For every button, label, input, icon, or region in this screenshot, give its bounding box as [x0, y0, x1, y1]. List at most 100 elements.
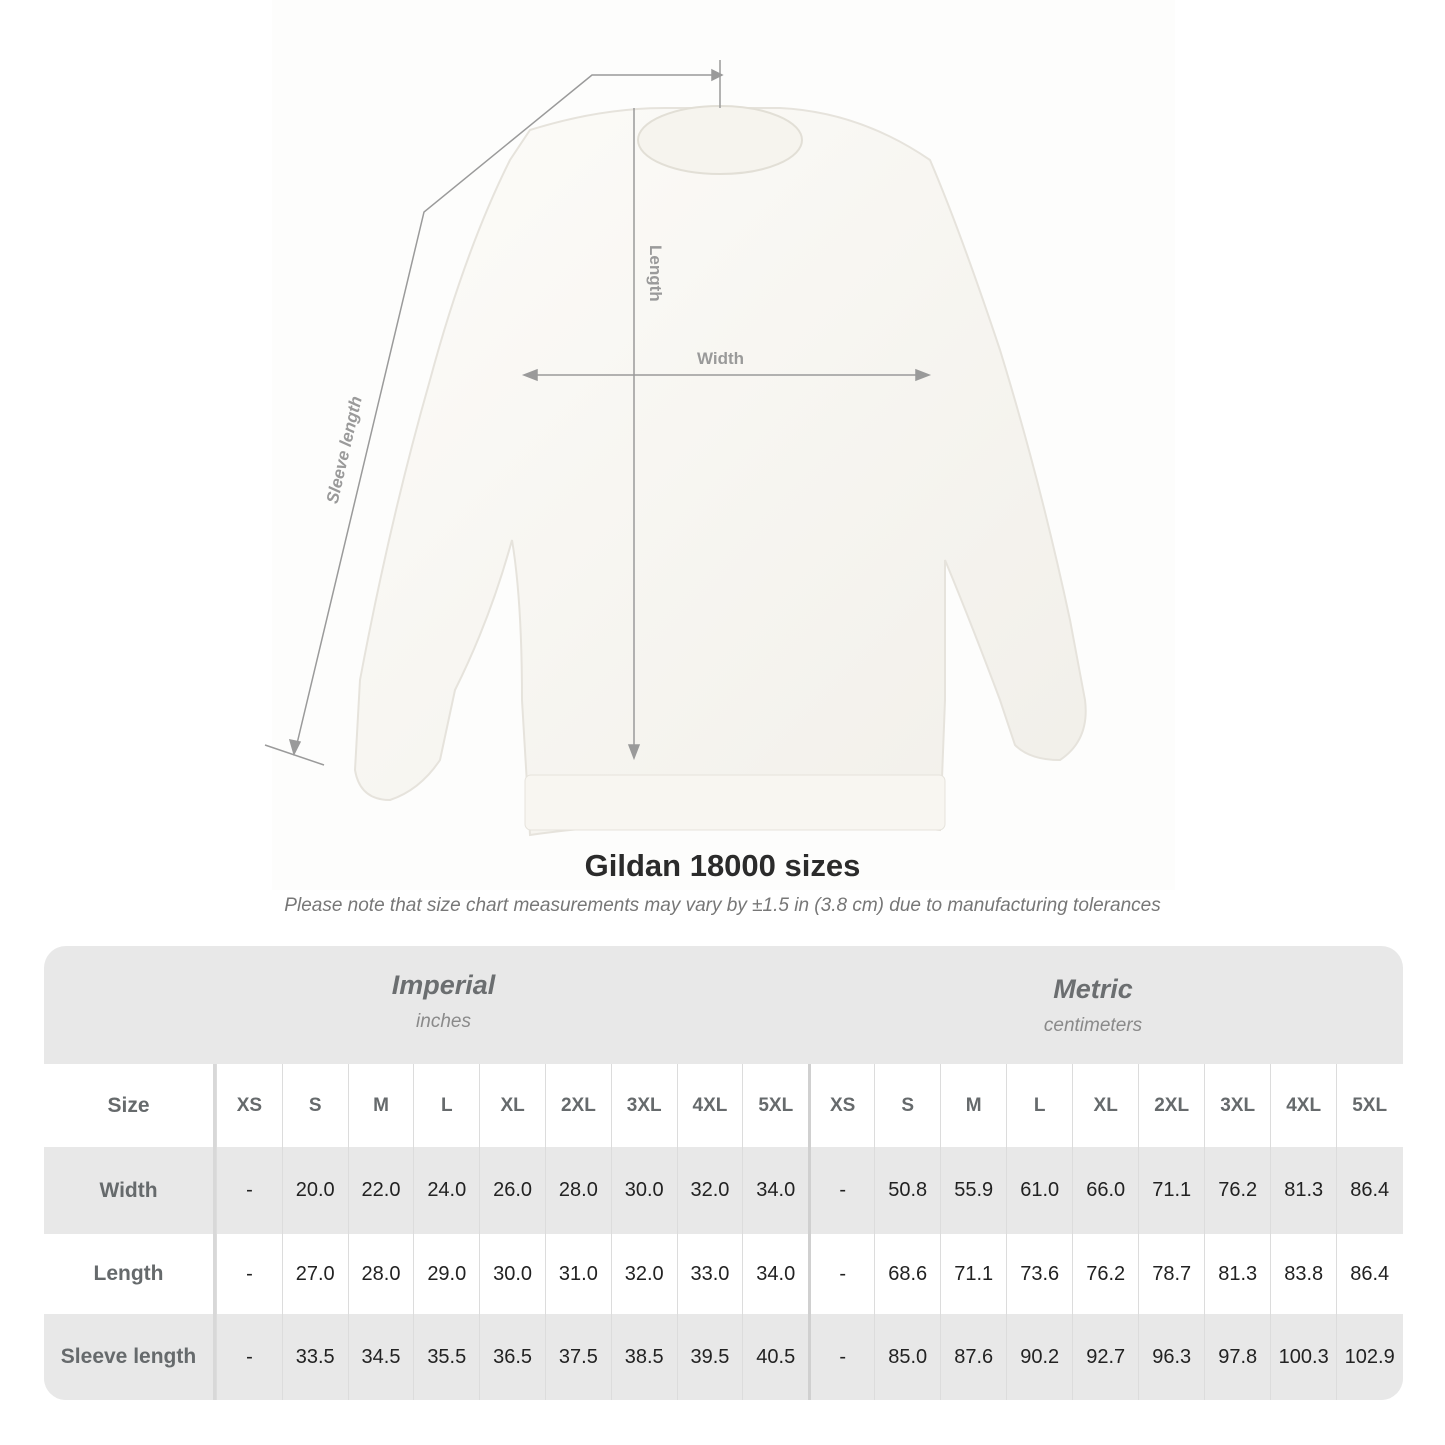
- metric-value: 96.3: [1138, 1314, 1204, 1400]
- imperial-value: 30.0: [610, 1147, 677, 1234]
- imperial-value: -: [216, 1314, 282, 1400]
- sleeve-length-tick: [264, 744, 325, 766]
- metric-value: 81.3: [1270, 1147, 1336, 1234]
- metric-value: 78.7: [1138, 1234, 1204, 1314]
- metric-value: 71.1: [940, 1234, 1006, 1314]
- table-row: Length -27.0 28.0 29.0 30.0 31.0 32.0 33.0 34.0-…: [44, 1234, 1403, 1314]
- size-header-metric: S: [874, 1064, 940, 1147]
- size-header-metric: 2XL: [1138, 1064, 1204, 1147]
- imperial-value: 32.0: [676, 1147, 743, 1234]
- table-row: Sleeve length -33.5 34.5 35.5 36.5 37.5 38.5 39…: [44, 1314, 1403, 1400]
- imperial-value: 28.0: [544, 1147, 611, 1234]
- size-header-metric: 5XL: [1336, 1064, 1402, 1147]
- page-title: Gildan 18000 sizes: [584, 848, 861, 883]
- metric-value: 85.0: [874, 1314, 940, 1400]
- imperial-value: 38.5: [610, 1314, 677, 1400]
- metric-value: 100.3: [1270, 1314, 1336, 1400]
- row-label: Width: [44, 1147, 216, 1234]
- imperial-value: 34.5: [347, 1314, 414, 1400]
- metric-value: 71.1: [1138, 1147, 1204, 1234]
- imperial-value: -: [216, 1234, 282, 1314]
- sweatshirt-waistband: [524, 774, 946, 831]
- sweatshirt-body: [353, 107, 1087, 837]
- metric-value: 86.4: [1336, 1234, 1402, 1314]
- sweatshirt-illustration: [264, 60, 1087, 837]
- metric-header: Metric centimeters: [808, 974, 1378, 1037]
- imperial-unit: inches: [416, 1011, 471, 1032]
- size-table: Imperial inches Metric centimeters Size X…: [44, 946, 1403, 1400]
- metric-value: 102.9: [1336, 1314, 1402, 1400]
- metric-value: 68.6: [874, 1234, 940, 1314]
- imperial-header: Imperial inches: [216, 970, 671, 1033]
- metric-value: 86.4: [1336, 1147, 1402, 1234]
- metric-value: -: [808, 1314, 874, 1400]
- sleeve-length-line: [294, 74, 720, 753]
- size-header-label: Size: [44, 1064, 216, 1147]
- size-header-imperial: 4XL: [676, 1064, 743, 1147]
- imperial-value: 20.0: [281, 1147, 348, 1234]
- size-header-imperial: 2XL: [544, 1064, 611, 1147]
- size-header-imperial: 3XL: [610, 1064, 677, 1147]
- metric-value: 83.8: [1270, 1234, 1336, 1314]
- size-header-imperial: L: [413, 1064, 479, 1147]
- size-header-metric: 4XL: [1270, 1064, 1336, 1147]
- imperial-value: 37.5: [544, 1314, 611, 1400]
- size-header-imperial: S: [281, 1064, 348, 1147]
- imperial-value: 34.0: [742, 1147, 808, 1234]
- size-header-metric: XL: [1072, 1064, 1138, 1147]
- width-label: Width: [697, 349, 745, 368]
- metric-unit: centimeters: [1043, 1015, 1143, 1036]
- metric-value: -: [808, 1147, 874, 1234]
- metric-value: -: [808, 1234, 874, 1314]
- metric-value: 50.8: [874, 1147, 940, 1234]
- length-arrowhead: [627, 744, 641, 761]
- imperial-value: 28.0: [347, 1234, 414, 1314]
- metric-value: 76.2: [1072, 1234, 1138, 1314]
- imperial-value: 34.0: [742, 1234, 808, 1314]
- size-header-imperial: 5XL: [742, 1064, 808, 1147]
- metric-value: 55.9: [940, 1147, 1006, 1234]
- row-label: Sleeve length: [44, 1314, 216, 1400]
- size-header-metric: M: [940, 1064, 1006, 1147]
- size-header-metric: L: [1006, 1064, 1072, 1147]
- length-label: Length: [646, 245, 665, 302]
- metric-title: Metric: [1053, 974, 1133, 1004]
- metric-value: 97.8: [1204, 1314, 1270, 1400]
- size-header-imperial: XS: [216, 1064, 282, 1147]
- imperial-value: 24.0: [413, 1147, 479, 1234]
- metric-value: 73.6: [1006, 1234, 1072, 1314]
- sleeve-length-arrowheads: [288, 68, 724, 757]
- metric-value: 87.6: [940, 1314, 1006, 1400]
- imperial-value: 33.5: [281, 1314, 348, 1400]
- imperial-value: 36.5: [479, 1314, 545, 1400]
- imperial-value: -: [216, 1147, 282, 1234]
- metric-value: 92.7: [1072, 1314, 1138, 1400]
- imperial-value: 27.0: [281, 1234, 348, 1314]
- metric-value: 81.3: [1204, 1234, 1270, 1314]
- tolerance-note: Please note that size chart measurements…: [284, 895, 1161, 916]
- imperial-value: 31.0: [544, 1234, 611, 1314]
- table-row: Width -20.0 22.0 24.0 26.0 28.0 30.0 32.0 34.0-5…: [44, 1147, 1403, 1234]
- imperial-value: 29.0: [413, 1234, 479, 1314]
- imperial-value: 30.0: [479, 1234, 545, 1314]
- size-header-row: Size XS S M L XL 2XL 3XL 4XL 5XL XS S M L XL 2XL 3XL 4XL 5…: [44, 1064, 1403, 1147]
- size-header-imperial: XL: [479, 1064, 545, 1147]
- imperial-value: 35.5: [413, 1314, 479, 1400]
- imperial-value: 39.5: [676, 1314, 743, 1400]
- metric-value: 90.2: [1006, 1314, 1072, 1400]
- imperial-value: 33.0: [676, 1234, 743, 1314]
- size-header-metric: XS: [808, 1064, 874, 1147]
- sweatshirt-collar: [637, 105, 803, 175]
- row-label: Length: [44, 1234, 216, 1314]
- imperial-value: 22.0: [347, 1147, 414, 1234]
- size-header-metric: 3XL: [1204, 1064, 1270, 1147]
- size-header-imperial: M: [347, 1064, 414, 1147]
- metric-value: 61.0: [1006, 1147, 1072, 1234]
- imperial-value: 32.0: [610, 1234, 677, 1314]
- imperial-value: 26.0: [479, 1147, 545, 1234]
- width-arrowheads: [521, 368, 932, 382]
- imperial-title: Imperial: [391, 970, 496, 1000]
- metric-value: 76.2: [1204, 1147, 1270, 1234]
- imperial-value: 40.5: [742, 1314, 808, 1400]
- metric-value: 66.0: [1072, 1147, 1138, 1234]
